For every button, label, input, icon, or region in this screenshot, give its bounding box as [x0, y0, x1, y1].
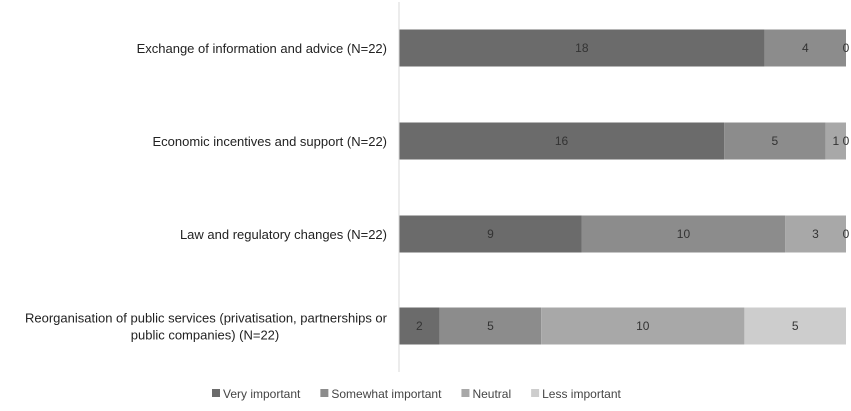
bar-segment	[744, 307, 846, 345]
data-label: 18	[575, 41, 589, 55]
data-label: 3	[812, 227, 819, 241]
legend-swatch	[461, 389, 470, 397]
data-label: 0	[843, 227, 850, 241]
legend-swatch	[212, 389, 220, 397]
data-label: 16	[555, 134, 569, 148]
legend-label: Somewhat important	[331, 387, 442, 401]
data-label: 10	[677, 227, 691, 241]
category-label: Exchange of information and advice (N=22…	[137, 41, 387, 56]
bar-segment	[581, 215, 786, 253]
bar-segment	[825, 122, 846, 160]
data-label: 0	[843, 134, 850, 148]
bar-segment	[785, 215, 846, 253]
bars-layer	[399, 29, 846, 345]
bar-segment	[541, 307, 745, 345]
category-label: Economic incentives and support (N=22)	[153, 134, 387, 149]
legend-swatch	[320, 389, 329, 397]
data-label: 9	[487, 227, 494, 241]
data-label: 5	[792, 319, 799, 333]
category-label: Law and regulatory changes (N=22)	[180, 227, 387, 242]
data-label: 0	[843, 41, 850, 55]
data-labels-layer: 18 4 016 5 1 09 10 3 02 5 10 5	[416, 41, 850, 333]
legend-label: Neutral	[472, 387, 511, 401]
data-label: 4	[802, 41, 809, 55]
legend-label: Less important	[542, 387, 621, 401]
data-label: 10	[636, 319, 650, 333]
category-label: Reorganisation of public services (priva…	[25, 311, 388, 326]
data-label: 5	[487, 319, 494, 333]
legend-swatch	[531, 389, 540, 397]
legend-label: Very important	[223, 387, 301, 401]
legend: Very important Somewhat important Neutral L…	[212, 387, 621, 401]
bar-segment	[399, 215, 582, 253]
data-label: 5	[772, 134, 779, 148]
bar-segment	[399, 307, 440, 345]
bar-segment	[724, 122, 826, 160]
data-label: 2	[416, 319, 423, 333]
bar-segment	[399, 122, 725, 160]
data-label: 1	[832, 134, 839, 148]
bar-segment	[764, 29, 846, 67]
bar-segment	[439, 307, 542, 345]
category-labels-layer: Exchange of information and advice (N=22…	[25, 41, 388, 343]
bar-segment	[399, 29, 765, 67]
category-label: public companies) (N=22)	[131, 328, 279, 343]
